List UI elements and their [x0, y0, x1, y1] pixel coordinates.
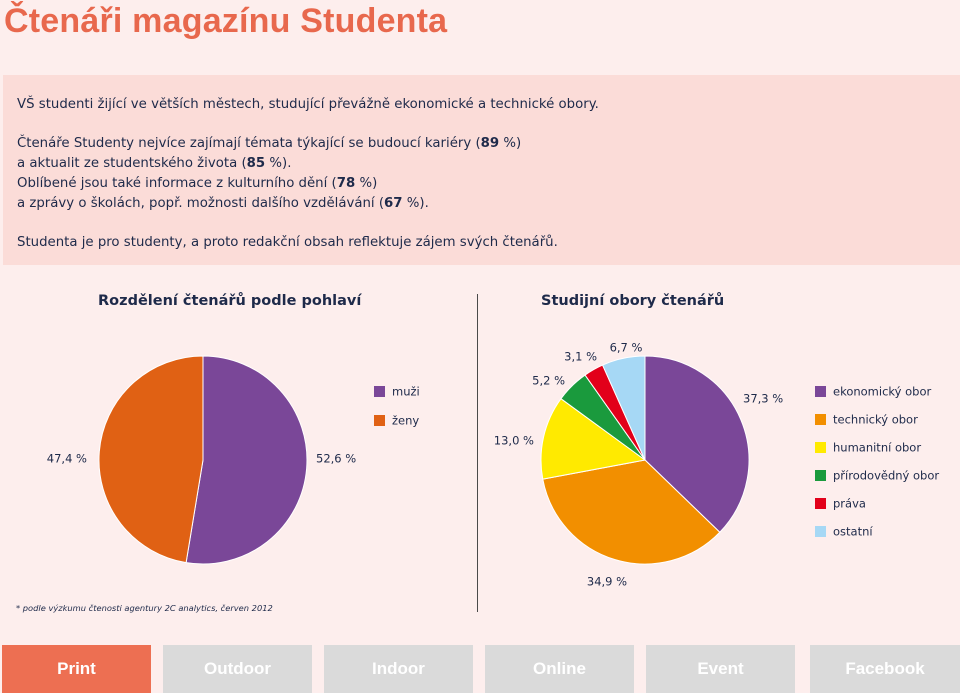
intro-text: %) — [499, 136, 522, 151]
fields-slice-5 — [601, 355, 646, 461]
fields-legend-label: ostatní — [833, 525, 873, 539]
fields-value-label: 6,7 % — [610, 341, 643, 355]
fields-slice-1 — [542, 459, 721, 565]
tab-event[interactable]: Event — [646, 645, 795, 693]
chart-divider — [477, 294, 478, 612]
fields-value-label: 3,1 % — [564, 350, 597, 364]
tab-indoor[interactable]: Indoor — [324, 645, 473, 693]
fields-value-label: 34,9 % — [587, 575, 627, 589]
intro-line: a zprávy o školách, popř. možnosti další… — [17, 194, 946, 214]
intro-text: Čtenáře Studenty nejvíce zajímají témata… — [17, 136, 481, 151]
intro-highlight: 89 — [480, 136, 500, 151]
gender-slice-1 — [98, 355, 204, 564]
gender-value-label: 47,4 % — [47, 452, 87, 466]
intro-text: %). — [265, 156, 292, 171]
gender-legend-label: muži — [392, 385, 420, 399]
fields-legend-label: technický obor — [833, 413, 918, 427]
intro-line: a aktualit ze studentského života (85 %)… — [17, 154, 946, 174]
intro-highlight: 85 — [246, 156, 266, 171]
fields-legend-label: ekonomický obor — [833, 385, 931, 399]
gender-legend-swatch — [374, 386, 385, 397]
fields-legend-swatch — [815, 526, 826, 537]
intro-text: %). — [402, 196, 429, 211]
intro-highlight: 67 — [384, 196, 403, 211]
intro-text: a aktualit ze studentského života ( — [17, 156, 247, 171]
fields-legend-swatch — [815, 386, 826, 397]
fields-legend-swatch — [815, 442, 826, 453]
bottom-nav: Print Outdoor Indoor Online Event Facebo… — [0, 645, 960, 693]
tab-facebook[interactable]: Facebook — [810, 645, 960, 693]
fields-value-label: 37,3 % — [743, 392, 783, 406]
gender-legend-label: ženy — [392, 414, 419, 428]
tab-online[interactable]: Online — [485, 645, 634, 693]
intro-panel: VŠ studenti žijící ve větších městech, s… — [3, 75, 960, 265]
intro-line: Studenta je pro studenty, a proto redakč… — [17, 233, 946, 253]
fields-legend-label: práva — [833, 497, 866, 511]
intro-text: Oblíbené jsou také informace z kulturníh… — [17, 176, 337, 191]
page-title: Čtenáři magazínu Studenta — [4, 2, 448, 40]
fields-legend-label: humanitní obor — [833, 441, 921, 455]
gender-value-label: 52,6 % — [316, 452, 356, 466]
gender-slice-0 — [185, 355, 308, 565]
gender-chart-title: Rozdělení čtenářů podle pohlaví — [98, 293, 362, 309]
intro-line: Čtenáře Studenty nejvíce zajímají témata… — [17, 134, 946, 154]
tab-outdoor[interactable]: Outdoor — [163, 645, 312, 693]
footnote: * podle výzkumu čtenosti agentury 2C ana… — [16, 603, 273, 613]
intro-line: VŠ studenti žijící ve větších městech, s… — [17, 95, 946, 115]
fields-slice-0 — [644, 355, 750, 533]
fields-legend-swatch — [815, 498, 826, 509]
fields-legend-swatch — [815, 414, 826, 425]
fields-value-label: 5,2 % — [532, 374, 565, 388]
fields-slice-2 — [540, 398, 647, 480]
intro-line: Oblíbené jsou také informace z kulturníh… — [17, 174, 946, 194]
fields-value-label: 13,0 % — [494, 434, 534, 448]
gender-legend-swatch — [374, 415, 385, 426]
intro-text: a zprávy o školách, popř. možnosti další… — [17, 196, 385, 211]
tab-print[interactable]: Print — [2, 645, 151, 693]
fields-legend-swatch — [815, 470, 826, 481]
intro-text: Studenta je pro studenty, a proto redakč… — [17, 235, 558, 250]
intro-highlight: 78 — [336, 176, 356, 191]
intro-text: VŠ studenti žijící ve větších městech, s… — [17, 97, 599, 112]
fields-chart-title: Studijní obory čtenářů — [541, 293, 725, 309]
intro-text: %) — [355, 176, 378, 191]
fields-legend-label: přírodovědný obor — [833, 469, 939, 483]
